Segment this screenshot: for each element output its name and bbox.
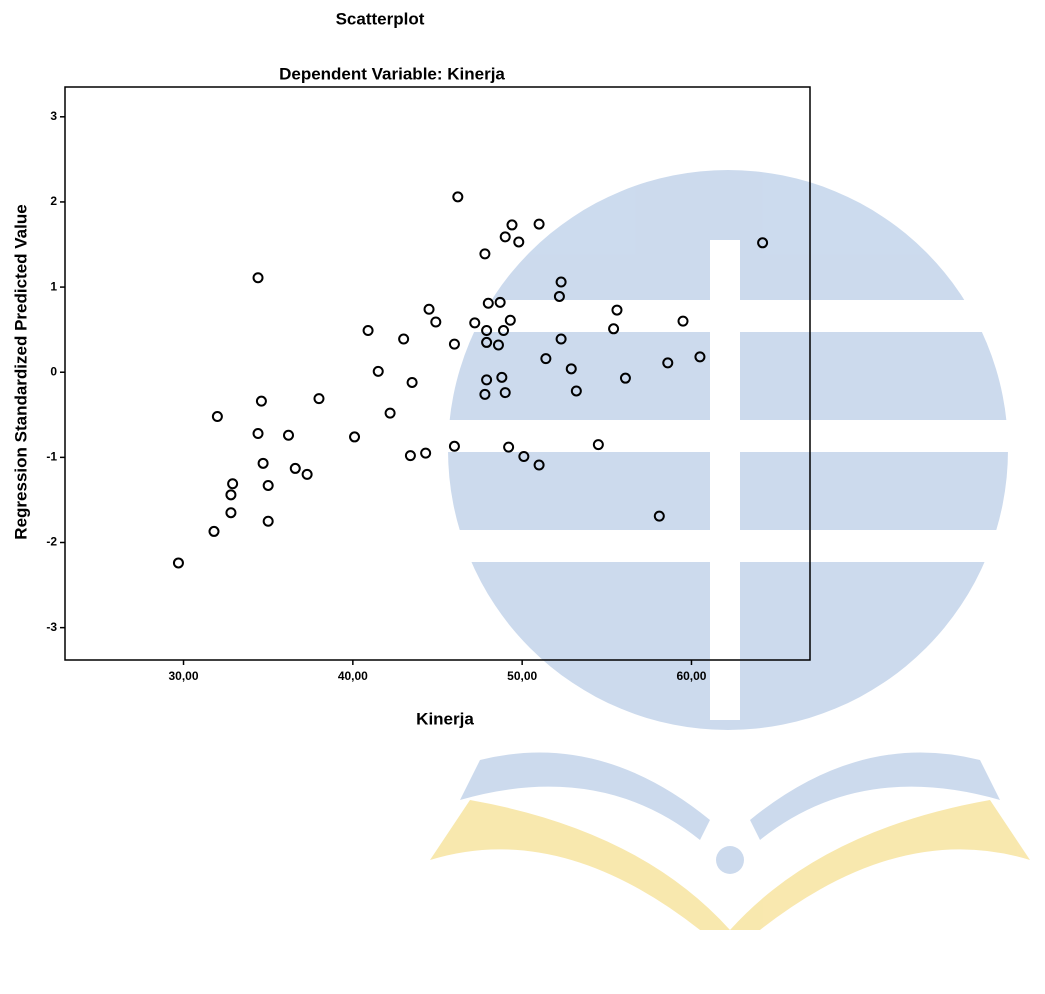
data-point: [508, 220, 517, 229]
data-point: [259, 459, 268, 468]
data-point: [257, 397, 266, 406]
watermark-dot: [716, 846, 744, 874]
y-tick-label: 1: [50, 279, 57, 293]
data-point: [514, 237, 523, 246]
x-tick-label: 40,00: [338, 669, 368, 683]
y-tick-label: 2: [50, 194, 57, 208]
data-point: [254, 273, 263, 282]
x-tick-label: 50,00: [507, 669, 537, 683]
data-point: [226, 490, 235, 499]
watermark-stripe: [710, 240, 740, 720]
data-point: [421, 449, 430, 458]
data-point: [213, 412, 222, 421]
data-point: [314, 394, 323, 403]
data-point: [399, 335, 408, 344]
x-tick-label: 30,00: [169, 669, 199, 683]
x-tick-label: 60,00: [676, 669, 706, 683]
data-point: [364, 326, 373, 335]
y-axis-label: Regression Standardized Predicted Value: [11, 204, 30, 539]
data-point: [501, 232, 510, 241]
data-point: [226, 508, 235, 517]
y-tick-label: -1: [46, 450, 57, 464]
data-point: [453, 192, 462, 201]
data-point: [408, 378, 417, 387]
data-point: [535, 220, 544, 229]
chart-subtitle: Dependent Variable: Kinerja: [279, 64, 505, 83]
data-point: [264, 481, 273, 490]
chart-title: Scatterplot: [336, 9, 425, 28]
data-point: [174, 558, 183, 567]
data-point: [386, 409, 395, 418]
data-point: [406, 451, 415, 460]
data-point: [450, 340, 459, 349]
data-point: [350, 432, 359, 441]
data-point: [254, 429, 263, 438]
x-axis-label: Kinerja: [416, 709, 474, 728]
data-point: [480, 249, 489, 258]
y-tick-label: 0: [50, 364, 57, 378]
y-tick-label: 3: [50, 109, 57, 123]
data-point: [284, 431, 293, 440]
watermark: [430, 170, 1030, 930]
data-point: [210, 527, 219, 536]
data-point: [431, 317, 440, 326]
data-point: [228, 479, 237, 488]
data-point: [374, 367, 383, 376]
data-point: [264, 517, 273, 526]
data-point: [291, 464, 300, 473]
chart: Scatterplot Dependent Variable: Kinerja …: [0, 0, 1045, 994]
data-point: [303, 470, 312, 479]
y-tick-label: -2: [46, 535, 57, 549]
y-tick-label: -3: [46, 620, 57, 634]
data-point: [425, 305, 434, 314]
